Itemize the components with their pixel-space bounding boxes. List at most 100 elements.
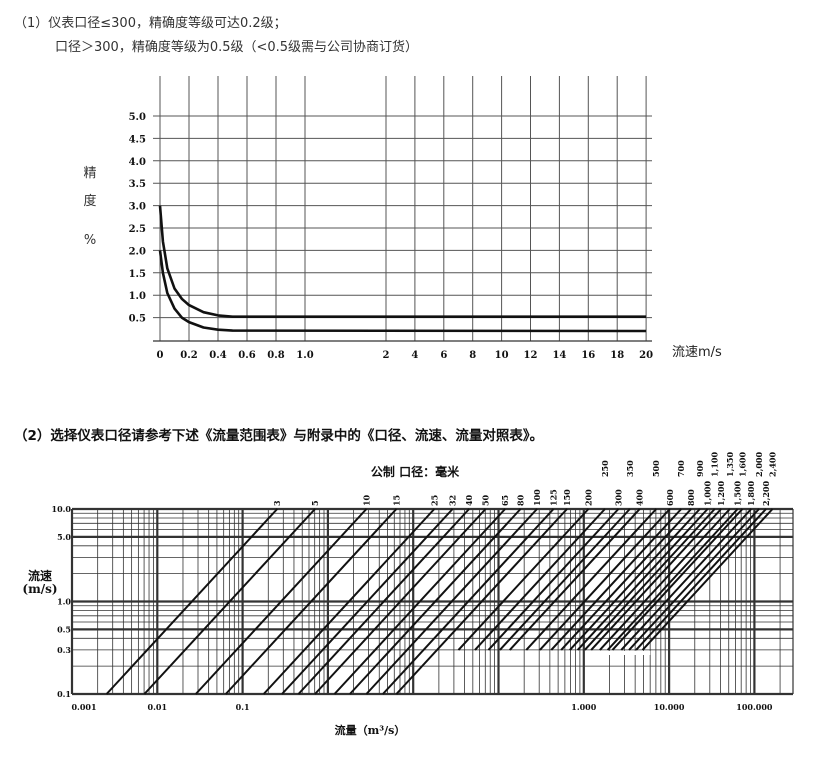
accuracy-curve-2 <box>158 250 647 333</box>
diameter-label: 80 <box>516 494 526 506</box>
diameter-line-300 <box>487 508 620 651</box>
y-tick-label: 5.0 <box>129 112 146 123</box>
diameter-line-32 <box>281 508 454 695</box>
blank-region <box>597 650 651 655</box>
diameter-line-125 <box>382 508 555 695</box>
diameter-line-200 <box>457 508 590 651</box>
diameter-label: 500 <box>651 460 661 477</box>
diameter-line-80 <box>349 508 522 695</box>
y-tick-label: 5.0 <box>57 532 71 542</box>
diameter-label: 1,500 <box>733 481 743 506</box>
y-tick-label: 1.0 <box>57 597 71 607</box>
diameter-label: 250 <box>600 460 610 477</box>
diameter-line-800 <box>560 508 692 651</box>
x-tick-label: 20 <box>639 350 653 361</box>
diameter-label: 400 <box>635 489 645 506</box>
diameter-label: 5 <box>310 500 320 506</box>
y-tick-label: 0.1 <box>57 689 71 699</box>
x-tick-label: 8 <box>469 350 476 361</box>
diameter-line-2400 <box>641 508 774 651</box>
diameter-label: 25 <box>429 495 439 506</box>
diameter-label: 32 <box>448 495 458 506</box>
x-tick-label: 0.2 <box>180 350 197 361</box>
diameter-line-15 <box>225 508 398 695</box>
x-tick-label: 10 <box>495 350 509 361</box>
diameter-label: 150 <box>562 489 572 506</box>
diameter-label: 10 <box>361 494 371 506</box>
x-tick-label: 0.6 <box>238 350 255 361</box>
diameter-label: 2,200 <box>761 481 771 506</box>
chart2-title: 公制 口径：毫米 <box>371 464 460 479</box>
x-tick-label: 18 <box>610 350 624 361</box>
y-axis-label: 精 <box>83 166 96 181</box>
accuracy-note-line2: 口径＞300，精确度等级为0.5级（<0.5级需与公司协商订货） <box>55 40 419 55</box>
diameter-line-1200 <box>590 508 722 651</box>
diameter-line-1600 <box>611 508 744 651</box>
x-tick-label: 0.01 <box>148 702 167 712</box>
x-tick-label: 12 <box>524 350 538 361</box>
x-tick-label: 0.1 <box>236 702 250 712</box>
diameter-line-250 <box>474 508 606 651</box>
y-tick-label: 0.5 <box>129 314 146 325</box>
diameter-line-50 <box>314 508 487 695</box>
x-tick-label: 0 <box>157 350 164 361</box>
y-axis-label: (m/s) <box>22 582 57 596</box>
accuracy-note-line1: （1）仪表口径≤300，精确度等级可达0.2级； <box>14 16 287 31</box>
diameter-line-25 <box>262 508 436 695</box>
diameter-line-40 <box>297 508 470 695</box>
diameter-line-900 <box>569 508 701 651</box>
x-tick-label: 100.000 <box>736 702 773 712</box>
y-tick-label: 3.5 <box>129 179 146 190</box>
diameter-line-5 <box>143 508 316 695</box>
diameter-label: 100 <box>532 489 542 506</box>
x-tick-label: 14 <box>552 350 566 361</box>
diameter-line-700 <box>550 508 682 651</box>
y-tick-label: 0.3 <box>57 645 71 655</box>
diameter-label: 65 <box>500 495 510 506</box>
diameter-line-400 <box>509 508 641 651</box>
diameter-label: 50 <box>481 494 491 506</box>
x-tick-label: 10.000 <box>654 702 685 712</box>
diameter-label: 15 <box>391 495 401 506</box>
diameter-line-500 <box>525 508 657 651</box>
y-tick-label: 4.0 <box>129 157 146 168</box>
y-tick-label: 1.0 <box>129 291 146 302</box>
x-tick-label: 0.4 <box>209 350 226 361</box>
x-axis-label: 流速m/s <box>672 345 722 360</box>
diameter-label: 1,200 <box>716 481 726 506</box>
x-tick-label: 6 <box>440 350 447 361</box>
x-tick-label: 0.001 <box>71 702 96 712</box>
diameter-label: 700 <box>676 460 686 477</box>
accuracy-curve-1 <box>158 205 647 318</box>
diameter-label: 2,400 <box>768 452 778 477</box>
y-tick-label: 2.0 <box>129 246 146 257</box>
diameter-label: 350 <box>625 460 635 477</box>
diameter-line-350 <box>499 508 631 651</box>
diameter-line-1000 <box>576 508 709 651</box>
diameter-line-100 <box>365 508 538 695</box>
diameter-label: 800 <box>686 489 696 506</box>
diameter-label: 600 <box>665 489 675 506</box>
y-tick-label: 10.0 <box>52 504 72 514</box>
y-tick-label: 4.5 <box>129 134 146 145</box>
diameter-label: 2,000 <box>754 452 764 477</box>
x-tick-label: 2 <box>383 350 390 361</box>
diameter-label: 1,000 <box>703 481 713 506</box>
diameter-line-1800 <box>620 508 752 651</box>
x-tick-label: 16 <box>581 350 595 361</box>
diameter-label: 1,800 <box>746 481 756 506</box>
y-tick-label: 2.5 <box>129 224 146 235</box>
y-axis-label: 度 <box>83 193 96 209</box>
y-tick-label: 3.0 <box>129 202 146 213</box>
diameter-line-2200 <box>635 508 767 651</box>
diameter-label: 300 <box>613 489 623 506</box>
y-axis-label: 流速 <box>28 568 52 583</box>
diameter-label: 3 <box>272 500 282 506</box>
diameter-label: 1,600 <box>737 452 747 477</box>
x-tick-label: 1.0 <box>296 350 313 361</box>
section2-heading: （2）选择仪表口径请参考下述《流量范围表》与附录中的《口径、流速、流量对照表》。 <box>14 428 544 444</box>
diameter-line-1500 <box>606 508 739 651</box>
y-tick-label: 0.5 <box>57 624 71 634</box>
